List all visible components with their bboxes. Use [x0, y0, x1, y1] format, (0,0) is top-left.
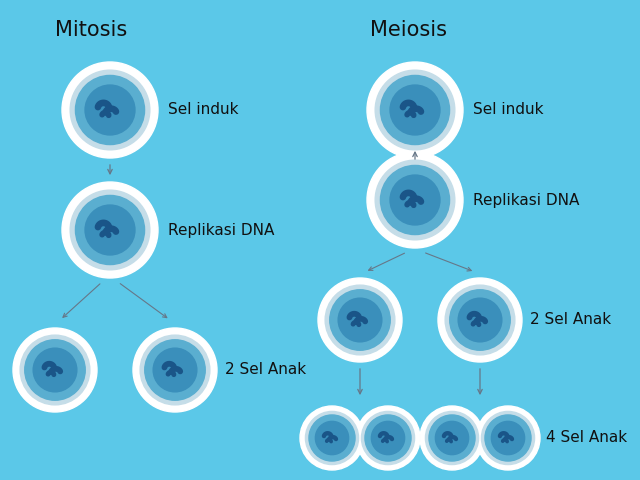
Circle shape — [70, 190, 150, 270]
Circle shape — [85, 205, 135, 255]
Text: 2 Sel Anak: 2 Sel Anak — [530, 312, 611, 327]
Text: Meiosis: Meiosis — [370, 20, 447, 40]
Circle shape — [62, 182, 158, 278]
Circle shape — [309, 415, 355, 461]
Circle shape — [458, 298, 502, 342]
Circle shape — [153, 348, 197, 392]
Text: Replikasi DNA: Replikasi DNA — [473, 192, 579, 207]
Circle shape — [330, 290, 390, 350]
Circle shape — [25, 340, 85, 400]
Circle shape — [390, 175, 440, 225]
Circle shape — [426, 411, 479, 465]
Text: Replikasi DNA: Replikasi DNA — [168, 223, 275, 238]
Circle shape — [133, 328, 217, 412]
Circle shape — [318, 278, 402, 362]
Circle shape — [485, 415, 531, 461]
Circle shape — [316, 421, 349, 455]
Circle shape — [438, 278, 522, 362]
Circle shape — [62, 62, 158, 158]
Circle shape — [371, 421, 404, 455]
Circle shape — [20, 335, 90, 405]
Circle shape — [365, 415, 411, 461]
Circle shape — [356, 406, 420, 470]
Circle shape — [140, 335, 210, 405]
Circle shape — [481, 411, 534, 465]
Circle shape — [476, 406, 540, 470]
Circle shape — [380, 166, 449, 235]
Circle shape — [390, 85, 440, 135]
Circle shape — [429, 415, 475, 461]
Circle shape — [13, 328, 97, 412]
Circle shape — [420, 406, 484, 470]
Circle shape — [300, 406, 364, 470]
Circle shape — [445, 285, 515, 355]
Text: 2 Sel Anak: 2 Sel Anak — [225, 362, 306, 377]
Circle shape — [145, 340, 205, 400]
Circle shape — [76, 75, 145, 144]
Circle shape — [367, 152, 463, 248]
Text: 4 Sel Anak: 4 Sel Anak — [546, 431, 627, 445]
Circle shape — [380, 75, 449, 144]
Text: Mitosis: Mitosis — [55, 20, 127, 40]
Circle shape — [76, 195, 145, 264]
Circle shape — [450, 290, 510, 350]
Text: Sel induk: Sel induk — [473, 103, 543, 118]
Circle shape — [85, 85, 135, 135]
Circle shape — [338, 298, 382, 342]
Circle shape — [33, 348, 77, 392]
Circle shape — [325, 285, 395, 355]
Text: Sel induk: Sel induk — [168, 103, 239, 118]
Circle shape — [375, 160, 455, 240]
Circle shape — [367, 62, 463, 158]
Circle shape — [492, 421, 525, 455]
Circle shape — [305, 411, 358, 465]
Circle shape — [435, 421, 468, 455]
Circle shape — [70, 70, 150, 150]
Circle shape — [362, 411, 415, 465]
Circle shape — [375, 70, 455, 150]
